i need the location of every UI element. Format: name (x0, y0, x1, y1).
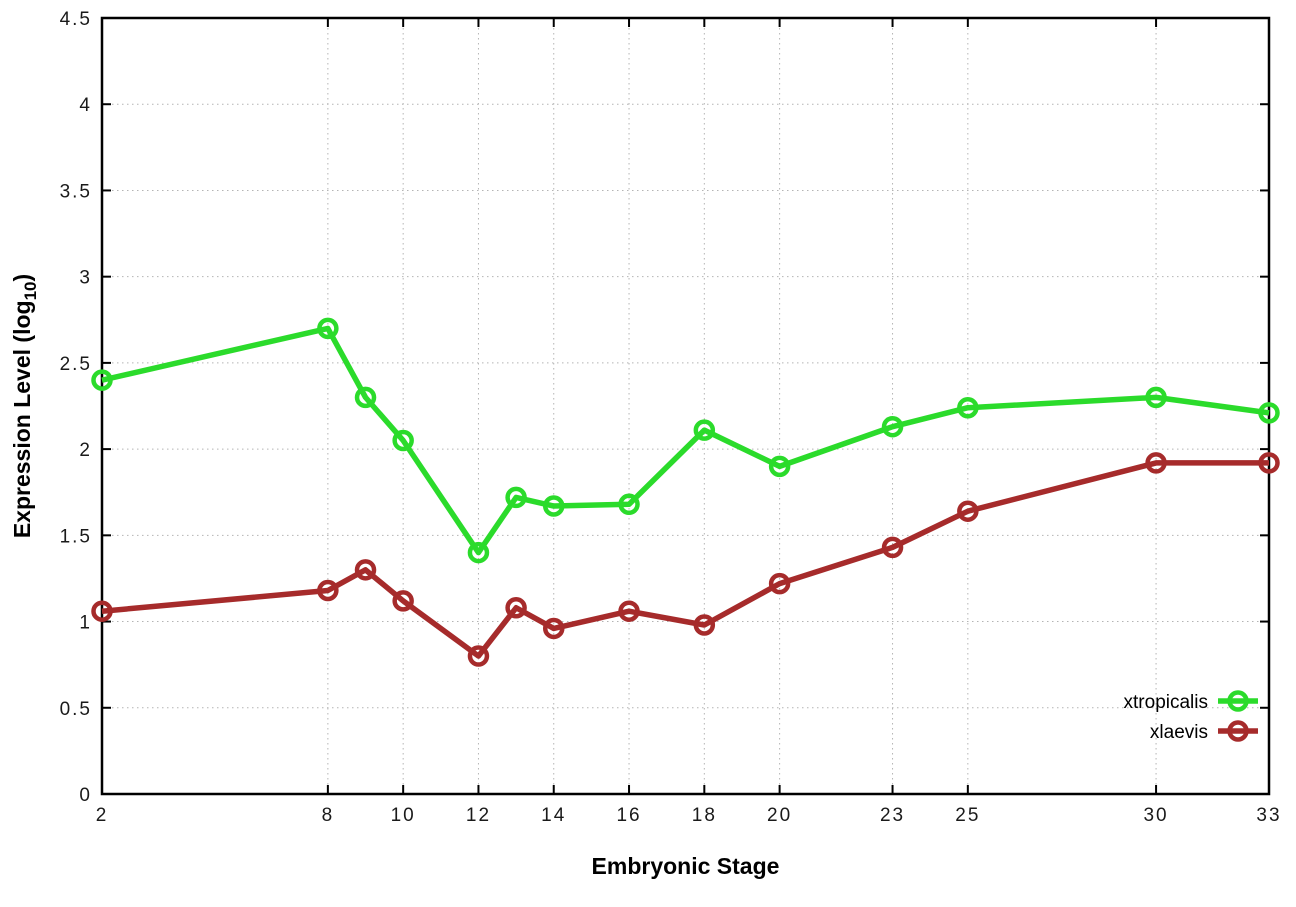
marker-xlaevis (542, 617, 565, 640)
marker-xtropicalis (957, 396, 979, 419)
y-tick-label: 1 (79, 613, 92, 634)
marker-xtropicalis (1258, 402, 1280, 424)
x-tick-label: 2 (96, 805, 109, 826)
x-axis-title: Embryonic Stage (592, 853, 780, 879)
marker-xlaevis (768, 572, 791, 595)
y-tick-label: 0.5 (60, 699, 92, 720)
x-tick-label: 12 (466, 805, 491, 826)
marker-xtropicalis (354, 386, 377, 409)
marker-xlaevis (881, 536, 904, 559)
marker-xtropicalis (881, 415, 904, 438)
legend-label-xlaevis: xlaevis (1150, 722, 1208, 743)
x-tick-label: 10 (391, 805, 416, 826)
x-tick-label: 8 (322, 805, 335, 826)
x-tick-label: 16 (616, 805, 641, 826)
x-tick-label: 25 (955, 805, 980, 826)
x-tick-label: 18 (692, 805, 717, 826)
marker-xlaevis (467, 645, 490, 667)
y-tick-label: 4 (79, 95, 92, 116)
marker-xlaevis (354, 559, 377, 581)
x-tick-label: 14 (541, 805, 566, 826)
marker-xlaevis (618, 600, 640, 622)
y-tick-label: 3 (79, 268, 92, 289)
marker-xlaevis (693, 614, 716, 636)
y-tick-label: 1.5 (60, 526, 92, 547)
legend-sample-marker-xlaevis (1227, 720, 1249, 742)
x-tick-label: 33 (1256, 805, 1281, 826)
y-tick-label: 0 (79, 785, 92, 806)
legend-label-xtropicalis: xtropicalis (1124, 692, 1208, 713)
legend-sample-marker-xtropicalis (1227, 690, 1249, 712)
y-tick-label: 2.5 (60, 354, 92, 375)
marker-xlaevis (317, 579, 339, 602)
marker-xtropicalis (467, 541, 490, 564)
x-tick-label: 30 (1143, 805, 1168, 826)
y-tick-label: 2 (79, 440, 92, 461)
marker-xtropicalis (618, 493, 640, 516)
marker-xlaevis (957, 500, 979, 522)
marker-xlaevis (505, 597, 527, 619)
y-tick-label: 4.5 (60, 9, 92, 30)
marker-xlaevis (91, 600, 113, 622)
marker-xtropicalis (505, 486, 527, 509)
marker-xtropicalis (768, 455, 791, 478)
marker-xtropicalis (392, 429, 414, 452)
marker-xtropicalis (1145, 386, 1167, 409)
y-axis-title: Expression Level (log10) (9, 274, 40, 538)
marker-xtropicalis (317, 317, 339, 340)
y-tick-label: 3.5 (60, 181, 92, 202)
marker-xlaevis (392, 590, 414, 612)
marker-xlaevis (1145, 452, 1167, 474)
x-tick-label: 20 (767, 805, 792, 826)
marker-xlaevis (1258, 452, 1280, 474)
marker-xtropicalis (693, 419, 716, 441)
marker-xtropicalis (542, 495, 565, 517)
x-tick-label: 23 (880, 805, 905, 826)
marker-xtropicalis (91, 369, 113, 391)
